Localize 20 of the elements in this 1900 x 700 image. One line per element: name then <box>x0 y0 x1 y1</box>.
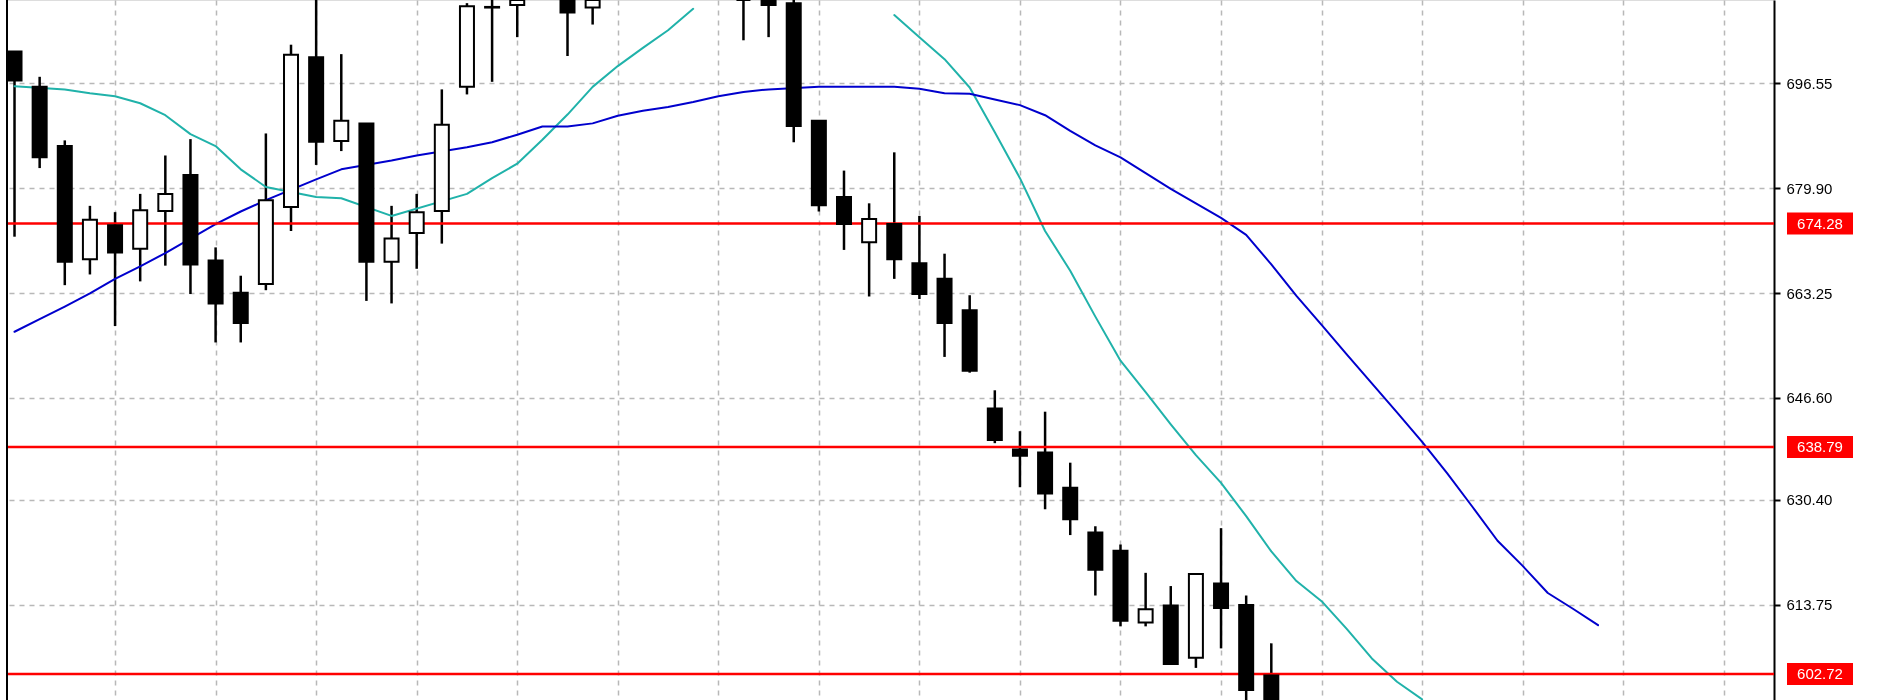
candlestick <box>735 0 752 42</box>
candlestick <box>1011 429 1028 489</box>
candlestick <box>408 192 425 271</box>
ref-line-label: 638.79 <box>1797 438 1843 456</box>
candlestick <box>383 204 400 305</box>
y-tick-label: 630.40 <box>1786 491 1833 509</box>
candlestick <box>1137 571 1154 628</box>
y-tick-label: 646.60 <box>1786 389 1833 407</box>
candlestick <box>861 202 878 298</box>
candlestick <box>559 0 576 58</box>
y-tick-label: 613.75 <box>1786 596 1833 614</box>
candlestick <box>157 154 174 267</box>
candlestick <box>333 52 350 153</box>
ref-line-label: 602.72 <box>1797 665 1843 683</box>
candlestick <box>760 0 777 39</box>
y-tick-label: 679.90 <box>1786 179 1833 197</box>
ref-line-label: 674.28 <box>1797 214 1843 232</box>
y-tick-label: 663.25 <box>1786 284 1833 302</box>
line-series <box>13 85 1600 627</box>
y-tick-label: 696.55 <box>1786 74 1833 92</box>
